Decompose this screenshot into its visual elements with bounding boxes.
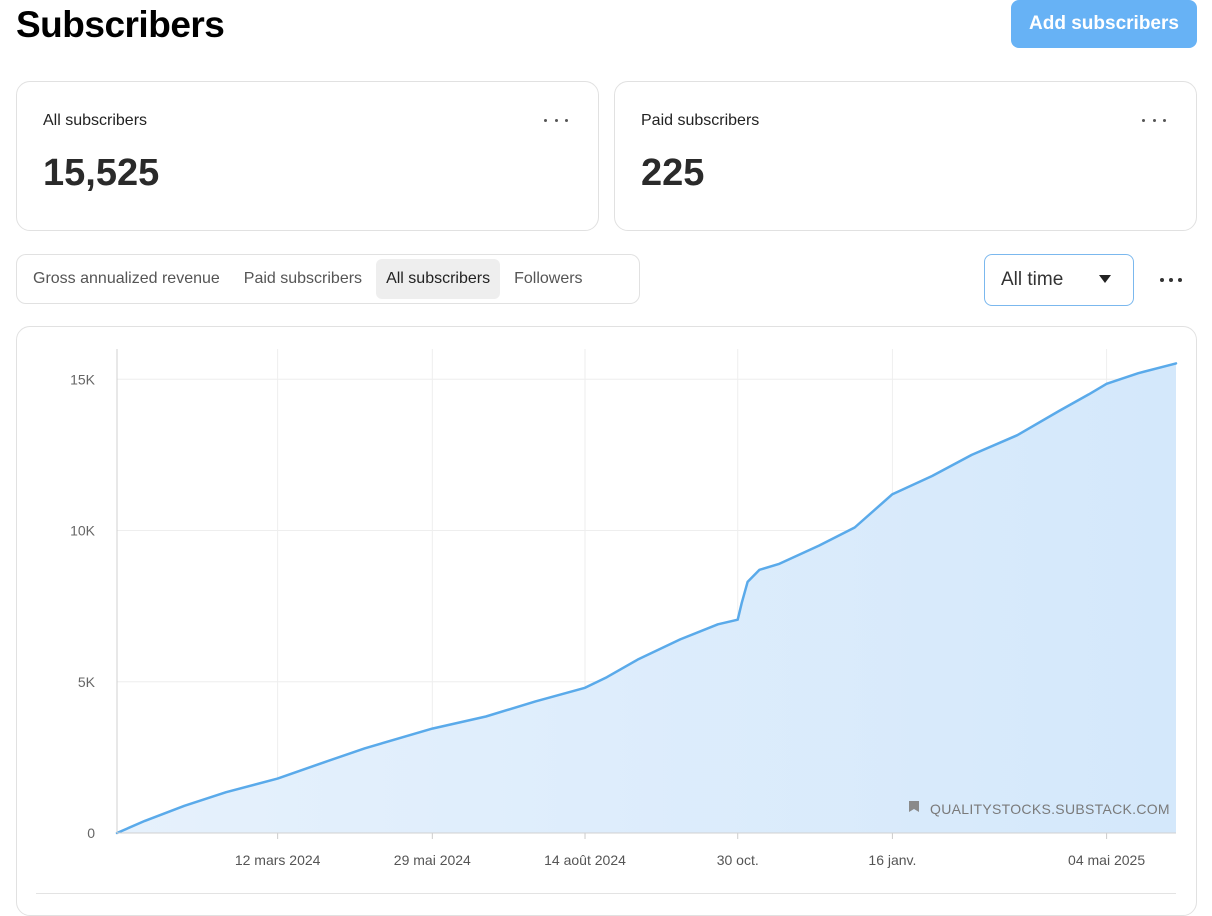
more-horizontal-icon[interactable] (1142, 110, 1166, 130)
time-range-value: All time (1001, 269, 1064, 290)
series-line (115, 362, 1178, 835)
divider (36, 893, 1176, 894)
tab-all-subscribers[interactable]: All subscribers (376, 259, 501, 299)
x-tick-label: 29 mai 2024 (394, 852, 471, 868)
paid-subscribers-card: Paid subscribers 225 (614, 81, 1197, 231)
x-tick-label: 12 mars 2024 (235, 852, 321, 868)
x-tick-label: 16 janv. (868, 852, 916, 868)
y-tick-label: 10K (70, 523, 96, 539)
all-subscribers-card: All subscribers 15,525 (16, 81, 599, 231)
chart-card: 0 5K 10K 15K 12 mars 2024 29 mai 2024 14 août … (16, 326, 1197, 916)
tab-gross-annualized-revenue[interactable]: Gross annualized revenue (33, 270, 220, 287)
stat-label: All subscribers (43, 112, 148, 129)
chart-watermark: QUALITYSTOCKS.SUBSTACK.COM (930, 801, 1170, 817)
series-area (117, 363, 1176, 833)
caret-down-icon (1099, 275, 1111, 283)
add-subscribers-button[interactable]: Add subscribers (1011, 0, 1197, 48)
stat-label: Paid subscribers (641, 112, 760, 129)
bookmark-icon (909, 801, 919, 812)
subscribers-chart: 0 5K 10K 15K 12 mars 2024 29 mai 2024 14 août … (70, 349, 1178, 868)
time-range-select[interactable]: All time (984, 254, 1134, 306)
x-tick-label: 30 oct. (717, 852, 759, 868)
y-tick-label: 15K (70, 371, 96, 387)
stat-value: 15,525 (43, 152, 160, 194)
more-horizontal-icon[interactable] (544, 110, 568, 130)
stat-value: 225 (641, 152, 705, 194)
tab-paid-subscribers[interactable]: Paid subscribers (243, 270, 363, 287)
page-title: Subscribers (16, 4, 225, 45)
metric-tabs: Gross annualized revenue Paid subscriber… (16, 254, 640, 304)
y-tick-label: 0 (87, 825, 95, 841)
y-tick-label: 5K (78, 674, 96, 690)
more-horizontal-icon[interactable] (1160, 270, 1182, 290)
x-tick-label: 04 mai 2025 (1068, 852, 1145, 868)
x-tick-label: 14 août 2024 (544, 852, 626, 868)
tab-followers[interactable]: Followers (514, 270, 583, 287)
